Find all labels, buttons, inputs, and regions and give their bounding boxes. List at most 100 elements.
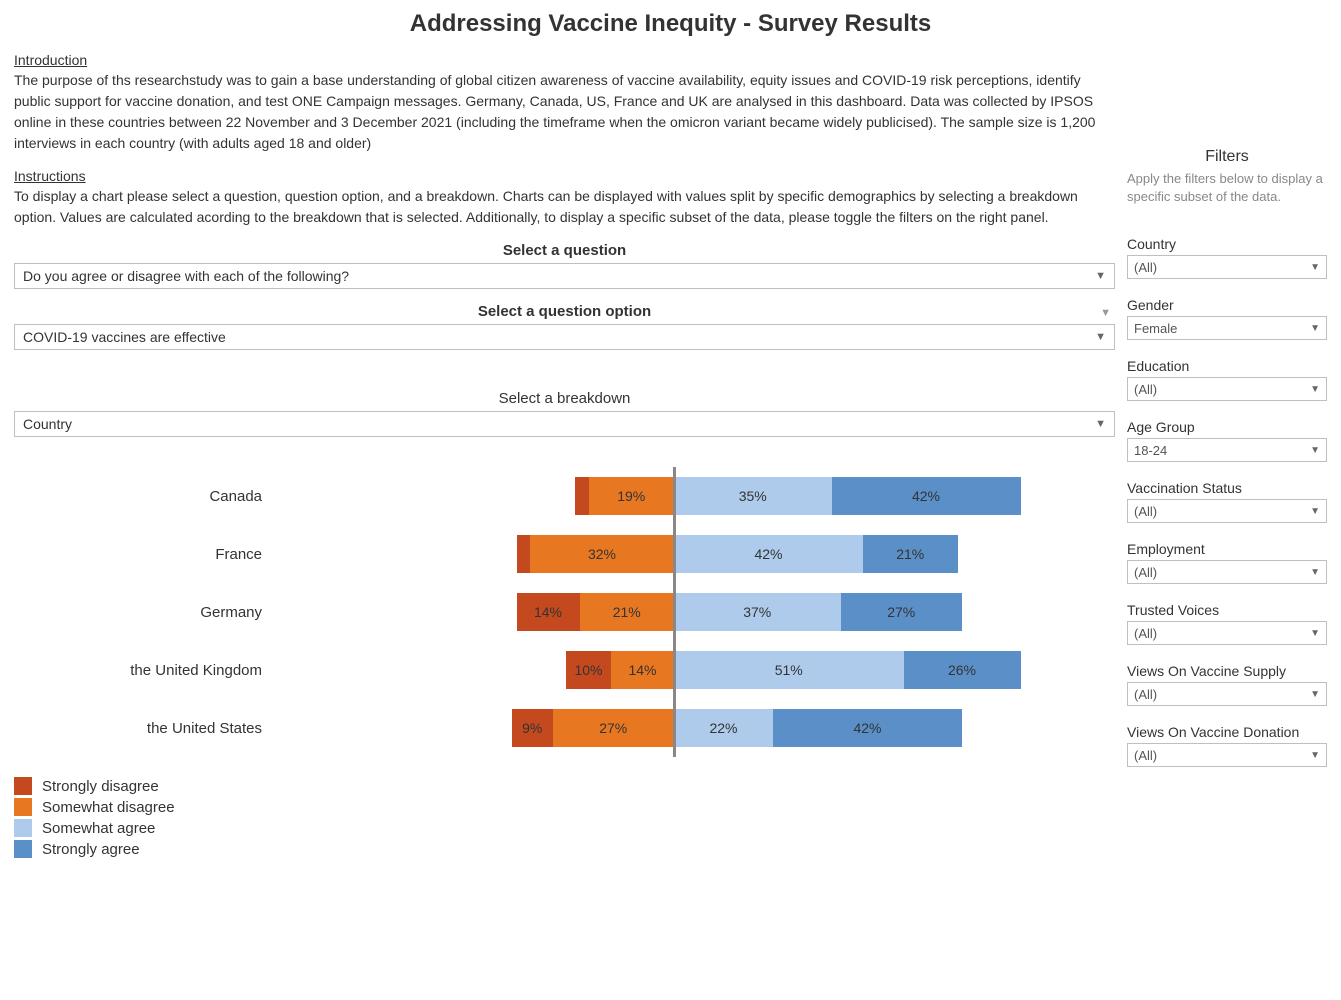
filter-label: Education xyxy=(1127,358,1327,374)
filter-label: Trusted Voices xyxy=(1127,602,1327,618)
bar-segment: 19% xyxy=(589,477,675,515)
filter-dropdown[interactable]: (All)▼ xyxy=(1127,499,1327,523)
chart-row: Canada19%35%42% xyxy=(14,467,1115,525)
chevron-down-icon: ▼ xyxy=(1310,323,1320,334)
legend-item: Somewhat agree xyxy=(14,819,1115,837)
legend-swatch xyxy=(14,819,32,837)
legend-label: Somewhat disagree xyxy=(42,799,175,816)
main-column: Introduction The purpose of ths research… xyxy=(14,48,1115,861)
legend-label: Strongly agree xyxy=(42,841,140,858)
bar-segment: 42% xyxy=(832,477,1021,515)
legend-item: Strongly disagree xyxy=(14,777,1115,795)
chart-row-label: France xyxy=(14,546,274,563)
question-selector-value: Do you agree or disagree with each of th… xyxy=(23,268,349,284)
filter-dropdown[interactable]: (All) ▼ xyxy=(1127,743,1327,767)
bar-segment: 14% xyxy=(517,593,580,631)
filter-value: (All) xyxy=(1134,565,1157,580)
filter-value: (All) xyxy=(1134,382,1157,397)
chevron-down-icon: ▼ xyxy=(1310,689,1320,700)
chevron-down-icon: ▼ xyxy=(1100,307,1111,319)
chart-bar-area: 14%10% 51%26% xyxy=(274,651,1115,689)
introduction-text: The purpose of ths researchstudy was to … xyxy=(14,70,1115,154)
chevron-down-icon: ▼ xyxy=(1310,506,1320,517)
filter-dropdown[interactable]: (All) ▼ xyxy=(1127,377,1327,401)
bar-segment: 42% xyxy=(674,535,863,573)
chart-row-label: the United States xyxy=(14,720,274,737)
chart-row: the United Kingdom 14%10% 51%26% xyxy=(14,641,1115,699)
bar-segment: 10% xyxy=(566,651,611,689)
filter-dropdown[interactable]: (All) ▼ xyxy=(1127,621,1327,645)
legend-label: Somewhat agree xyxy=(42,820,155,837)
bar-segment: 32% xyxy=(530,535,674,573)
chart-bar-area: 19%35%42% xyxy=(274,477,1115,515)
chevron-down-icon: ▼ xyxy=(1095,270,1106,282)
bar-segment xyxy=(517,535,531,573)
chevron-down-icon: ▼ xyxy=(1310,567,1320,578)
chart-legend: Strongly disagree Somewhat disagree Somewh… xyxy=(14,777,1115,858)
filter-label: Employment xyxy=(1127,541,1327,557)
chevron-down-icon: ▼ xyxy=(1310,628,1320,639)
chevron-down-icon: ▼ xyxy=(1095,331,1106,343)
filter-value: 18-24 xyxy=(1134,443,1167,458)
chevron-down-icon: ▼ xyxy=(1310,262,1320,273)
option-selector-label-text: Select a question option xyxy=(478,303,651,320)
filter-label: Views On Vaccine Donation xyxy=(1127,724,1327,740)
filter-label: Views On Vaccine Supply xyxy=(1127,663,1327,679)
chevron-down-icon: ▼ xyxy=(1310,445,1320,456)
option-selector-label: Select a question option ▼ xyxy=(14,303,1115,320)
filter-dropdown[interactable]: (All)▼ xyxy=(1127,255,1327,279)
filter-value: (All) xyxy=(1134,748,1157,763)
option-selector[interactable]: COVID-19 vaccines are effective ▼ xyxy=(14,324,1115,350)
filter-value: (All) xyxy=(1134,626,1157,641)
legend-item: Somewhat disagree xyxy=(14,798,1115,816)
chart-center-line xyxy=(673,525,676,583)
filter-label: Vaccination Status xyxy=(1127,480,1327,496)
chevron-down-icon: ▼ xyxy=(1310,750,1320,761)
chart-center-line xyxy=(673,699,676,757)
chart-row-label: the United Kingdom xyxy=(14,662,274,679)
filter-value: (All) xyxy=(1134,687,1157,702)
instructions-heading: Instructions xyxy=(14,168,1115,184)
instructions-text: To display a chart please select a quest… xyxy=(14,186,1115,228)
bar-segment: 51% xyxy=(674,651,904,689)
legend-swatch xyxy=(14,840,32,858)
filter-dropdown[interactable]: 18-24 ▼ xyxy=(1127,438,1327,462)
bar-segment xyxy=(575,477,589,515)
filters-title: Filters xyxy=(1127,148,1327,166)
legend-swatch xyxy=(14,798,32,816)
introduction-heading: Introduction xyxy=(14,52,1115,68)
bar-segment: 35% xyxy=(674,477,832,515)
question-selector[interactable]: Do you agree or disagree with each of th… xyxy=(14,263,1115,289)
chevron-down-icon: ▼ xyxy=(1310,384,1320,395)
filter-value: Female xyxy=(1134,321,1177,336)
chevron-down-icon: ▼ xyxy=(1095,418,1106,430)
bar-segment: 26% xyxy=(904,651,1021,689)
filter-dropdown[interactable]: (All) ▼ xyxy=(1127,560,1327,584)
bar-segment: 21% xyxy=(580,593,675,631)
filter-dropdown[interactable]: Female ▼ xyxy=(1127,316,1327,340)
bar-segment: 21% xyxy=(863,535,958,573)
breakdown-selector-label: Select a breakdown xyxy=(14,390,1115,407)
bar-segment: 14% xyxy=(611,651,674,689)
option-selector-value: COVID-19 vaccines are effective xyxy=(23,329,226,345)
legend-label: Strongly disagree xyxy=(42,778,159,795)
filters-subtitle: Apply the filters below to display a spe… xyxy=(1127,170,1327,206)
chart-row-label: Canada xyxy=(14,488,274,505)
filter-dropdown[interactable]: (All) ▼ xyxy=(1127,682,1327,706)
bar-segment: 9% xyxy=(512,709,553,747)
filters-panel: Filters Apply the filters below to displ… xyxy=(1127,48,1327,861)
bar-segment: 37% xyxy=(674,593,841,631)
bar-segment: 22% xyxy=(674,709,773,747)
filter-label: Age Group xyxy=(1127,419,1327,435)
legend-swatch xyxy=(14,777,32,795)
chart-center-line xyxy=(673,467,676,525)
bar-segment: 27% xyxy=(841,593,963,631)
question-selector-label: Select a question xyxy=(14,242,1115,259)
chart-bar-area: 27%9%22%42% xyxy=(274,709,1115,747)
legend-item: Strongly agree xyxy=(14,840,1115,858)
filter-label: Gender xyxy=(1127,297,1327,313)
chart-row-label: Germany xyxy=(14,604,274,621)
chart-row: France 32%42%21% xyxy=(14,525,1115,583)
breakdown-selector[interactable]: Country ▼ xyxy=(14,411,1115,437)
bar-segment: 27% xyxy=(553,709,675,747)
